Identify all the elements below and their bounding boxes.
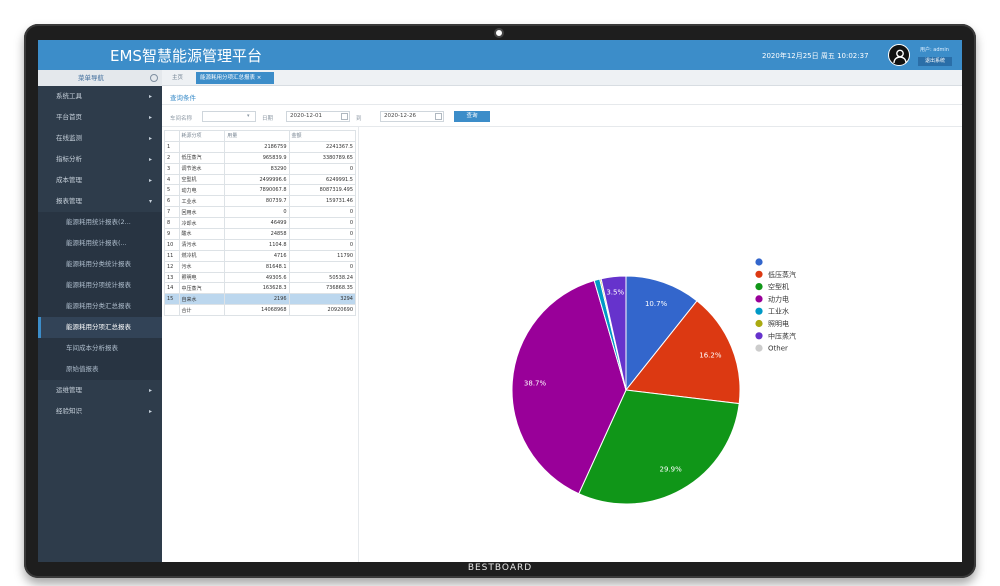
sidebar-item-online-monitor[interactable]: 在线监测 ▸ — [38, 128, 162, 149]
legend-label[interactable]: 工业水 — [768, 307, 789, 316]
workshop-select[interactable]: ▾ — [202, 111, 256, 122]
sidebar-subitem[interactable]: 能源耗用分类汇总报表 — [38, 296, 162, 317]
nav-title-label: 菜单导航 — [78, 74, 104, 82]
table-body: 1 2186759 2241367.5 2 低压蒸汽 965839.9 3380789.65… — [164, 140, 357, 317]
sidebar-item-report-management[interactable]: 报表管理 ▾ — [38, 191, 162, 212]
tab-home[interactable]: 主页 — [172, 75, 184, 81]
divider — [162, 104, 962, 105]
app-header: EMS智慧能源管理平台 2020年12月25日 周五 10:02:37 用户: … — [38, 40, 962, 70]
table-cell: 20920690 — [288, 304, 357, 317]
chevron-right-icon: ▸ — [148, 156, 152, 163]
sidebar-item-platform-home[interactable]: 平台首页 ▸ — [38, 107, 162, 128]
avatar[interactable] — [888, 44, 910, 66]
sidebar-item-cost-management[interactable]: 成本管理 ▸ — [38, 170, 162, 191]
sidebar-item-system-tools[interactable]: 系统工具 ▸ — [38, 86, 162, 107]
legend-label[interactable]: 空型机 — [768, 282, 789, 291]
calendar-icon[interactable] — [435, 113, 442, 120]
chevron-right-icon: ▸ — [148, 114, 152, 121]
user-label: 用户: admin — [920, 47, 949, 53]
date-label: 日期 — [262, 116, 274, 122]
app-title: EMS智慧能源管理平台 — [110, 47, 262, 65]
pie-data-label: 3.5% — [606, 289, 624, 297]
pie-slice[interactable] — [511, 279, 627, 495]
chevron-right-icon: ▸ — [148, 408, 152, 415]
pie-slice[interactable] — [578, 389, 740, 505]
legend-label[interactable]: 中压蒸汽 — [768, 331, 796, 340]
legend-swatch[interactable] — [755, 332, 763, 340]
camera-icon — [494, 28, 504, 38]
device-brand: BESTBOARD — [467, 563, 533, 573]
sidebar-subitem[interactable]: 车间成本分析报表 — [38, 338, 162, 359]
app-screen: EMS智慧能源管理平台 2020年12月25日 周五 10:02:37 用户: … — [38, 40, 962, 562]
sidebar-subitem[interactable]: 能源耗用统计报表(... — [38, 233, 162, 254]
legend-label[interactable]: 动力电 — [768, 294, 789, 303]
pie-data-label: 16.2% — [699, 351, 722, 359]
menu-toggle-icon[interactable] — [150, 74, 158, 82]
table-header-row: 耗源分项 用量 金额 — [164, 130, 357, 142]
sidebar-subitem-active[interactable]: 能源耗用分项汇总报表 — [38, 317, 162, 338]
pie-data-label: 10.7% — [645, 300, 668, 308]
sidebar-item-maintenance[interactable]: 运维管理 ▸ — [38, 380, 162, 401]
data-table: 耗源分项 用量 金额 1 2186759 2241367.5 2 低压蒸汽 965839.… — [164, 130, 357, 317]
to-label: 到 — [356, 116, 362, 122]
sidebar: 系统工具 ▸ 平台首页 ▸ 在线监测 ▸ 指标分析 ▸ 成本管理 ▸ 报表管理 ▾ 能源耗用… — [38, 86, 162, 562]
legend-swatch[interactable] — [755, 344, 763, 352]
pie-slice[interactable] — [625, 300, 741, 405]
sidebar-subitem[interactable]: 能源耗用分类统计报表 — [38, 254, 162, 275]
nav-title: 菜单导航 — [38, 70, 162, 86]
sidebar-item-indicator-analysis[interactable]: 指标分析 ▸ — [38, 149, 162, 170]
legend-swatch[interactable] — [755, 319, 763, 328]
tab-report[interactable]: 能源耗用分项汇总报表 × — [196, 72, 274, 84]
table-row[interactable]: 合计 14068968 20920690 — [164, 304, 357, 317]
date-to-input[interactable]: 2020-12-26 — [380, 111, 444, 122]
chevron-right-icon: ▸ — [148, 135, 152, 142]
legend-swatch[interactable] — [755, 295, 763, 303]
legend-label[interactable]: Other — [768, 345, 788, 353]
chevron-right-icon: ▸ — [148, 387, 152, 394]
legend-swatch[interactable] — [755, 307, 763, 315]
main-content: 查询条件 车间名称 ▾ 日期 2020-12-01 到 2020-12-26 查… — [162, 86, 962, 562]
pie-chart: 10.7% 16.2% 29.9% 38.7% 3.5% 低压蒸汽空型机动力电工业水照明电… — [511, 258, 796, 505]
pie-slice[interactable] — [600, 275, 627, 391]
pie-data-label: 29.9% — [660, 466, 683, 474]
sidebar-subitem[interactable]: 原始值报表 — [38, 359, 162, 380]
sidebar-subitem[interactable]: 能源耗用分项统计报表 — [38, 275, 162, 296]
divider — [162, 126, 962, 127]
legend-swatch[interactable] — [755, 283, 763, 291]
legend-swatch[interactable] — [755, 270, 763, 278]
pie-slice[interactable] — [625, 275, 698, 392]
sidebar-subitem[interactable]: 能源耗用统计报表(2... — [38, 212, 162, 233]
legend-label[interactable]: 照明电 — [768, 319, 789, 328]
calendar-icon[interactable] — [341, 113, 348, 120]
chevron-down-icon: ▾ — [247, 113, 250, 119]
logout-button[interactable]: 退出系统 — [918, 57, 952, 66]
user-icon — [893, 49, 907, 64]
query-section-title: 查询条件 — [170, 94, 196, 102]
pie-data-label: 38.7% — [524, 379, 547, 387]
sidebar-item-knowledge[interactable]: 经验知识 ▸ — [38, 401, 162, 422]
query-button[interactable]: 查询 — [454, 111, 490, 122]
date-from-input[interactable]: 2020-12-01 — [286, 111, 350, 122]
chevron-down-icon: ▾ — [148, 198, 152, 205]
workshop-label: 车间名称 — [170, 116, 193, 122]
chevron-right-icon: ▸ — [148, 177, 152, 184]
legend-swatch[interactable] — [755, 258, 763, 266]
tab-bar: 菜单导航 主页 能源耗用分项汇总报表 × — [38, 70, 962, 86]
datetime: 2020年12月25日 周五 10:02:37 — [762, 52, 869, 60]
chevron-right-icon: ▸ — [148, 93, 152, 100]
legend-label[interactable]: 低压蒸汽 — [768, 270, 796, 279]
divider — [358, 127, 359, 562]
